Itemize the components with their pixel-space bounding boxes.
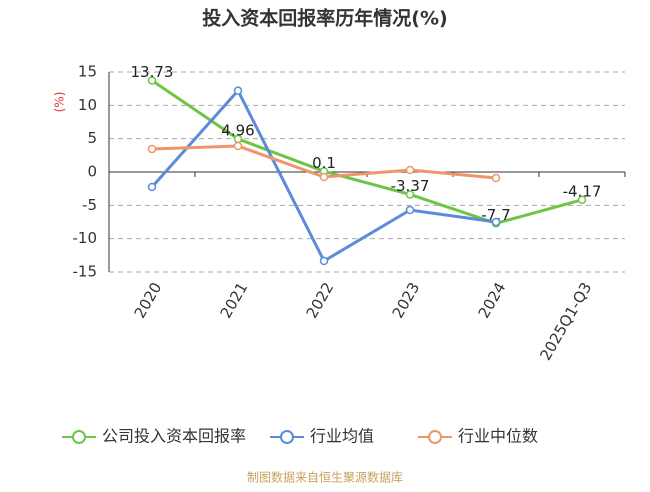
x-tick-label: 2025Q1-Q3	[536, 279, 595, 363]
data-point	[405, 205, 415, 215]
x-tick-label: 2021	[217, 279, 252, 321]
data-point	[491, 173, 501, 183]
data-point	[491, 217, 501, 227]
data-point	[577, 195, 587, 205]
data-label: 0.1	[312, 154, 336, 172]
chart-title: 投入资本回报率历年情况(%)	[202, 7, 447, 30]
data-point	[405, 165, 415, 175]
legend-label: 行业中位数	[458, 427, 538, 446]
y-axis-label: (%)	[53, 92, 67, 113]
source: 制图数据来自恒生聚源数据库	[247, 470, 403, 485]
x-tick-label: 2024	[475, 279, 510, 321]
series-line	[151, 79, 583, 225]
data-label: -4.17	[563, 182, 602, 200]
data-point	[405, 190, 415, 199]
data-point	[147, 76, 157, 85]
data-point	[319, 256, 329, 266]
data-point	[319, 172, 329, 182]
legend-marker	[428, 430, 442, 444]
legend-marker	[280, 430, 294, 444]
data-point	[147, 182, 157, 192]
x-tick-label: 2023	[389, 279, 424, 321]
y-tick-label: -15	[73, 263, 98, 281]
data-point	[147, 144, 157, 154]
x-tick-label: 2022	[303, 279, 338, 321]
y-tick-label: -5	[82, 196, 97, 214]
y-tick-label: 0	[87, 163, 97, 181]
legend-marker	[72, 430, 86, 444]
data-label: 4.96	[221, 121, 254, 139]
y-tick-label: 10	[78, 96, 97, 114]
x-tick-label: 2020	[131, 279, 166, 321]
legend-label: 行业均值	[310, 427, 374, 446]
data-label: 13.73	[131, 63, 174, 81]
data-label: -3.37	[391, 177, 430, 195]
data-point	[233, 141, 243, 151]
data-label: -7.7	[481, 206, 510, 224]
legend-label: 公司投入资本回报率	[102, 427, 246, 446]
data-point	[233, 86, 243, 95]
y-tick-label: -10	[73, 229, 98, 247]
y-tick-label: 15	[78, 63, 97, 81]
y-tick-label: 5	[87, 129, 97, 147]
